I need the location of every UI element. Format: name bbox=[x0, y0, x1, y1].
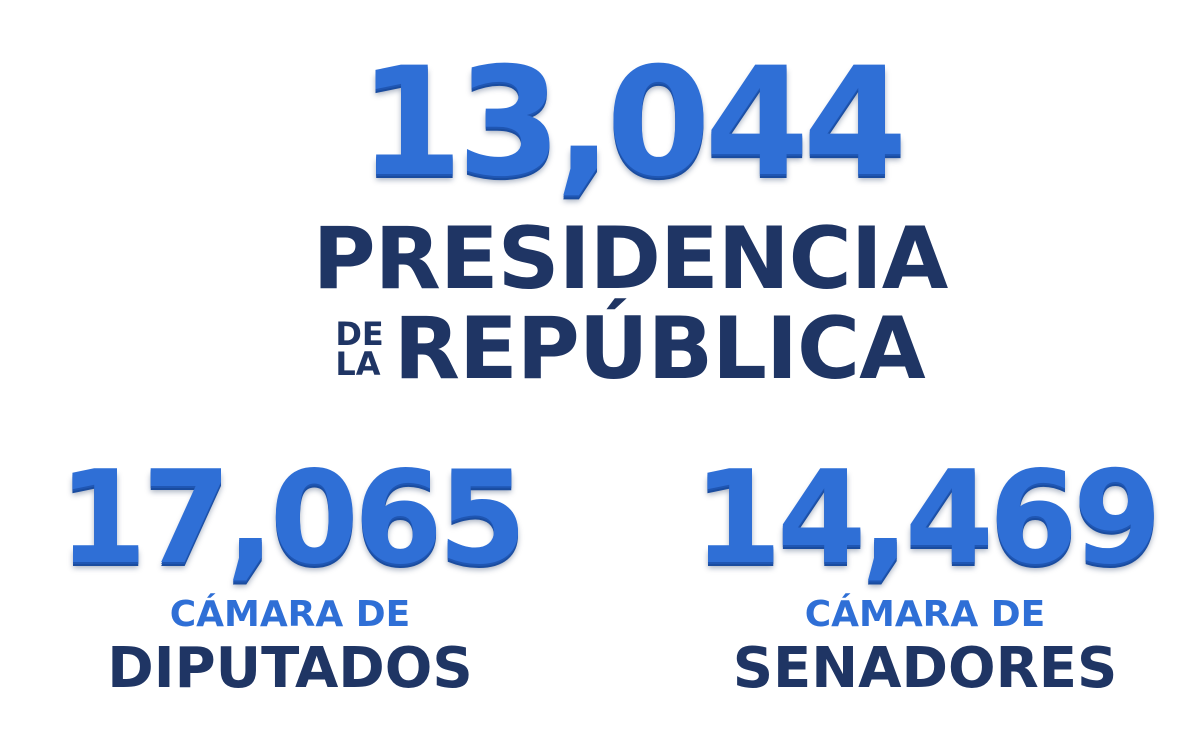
de-la-stack: DE LA bbox=[335, 314, 384, 383]
diputados-stat: 17,065 CÁMARA DE DIPUTADOS bbox=[30, 455, 550, 697]
de-la-republica-line: DE LA REPÚBLICA bbox=[300, 306, 960, 392]
republica-label: REPÚBLICA bbox=[393, 299, 926, 399]
senadores-number: 14,469 bbox=[693, 444, 1162, 593]
presidencia-label: PRESIDENCIA bbox=[312, 209, 949, 309]
presidencia-number: 13,044 bbox=[358, 36, 908, 210]
senadores-label: SENADORES bbox=[732, 636, 1118, 701]
diputados-camara-label: CÁMARA DE bbox=[169, 594, 411, 635]
la-label: LA bbox=[335, 345, 381, 383]
diputados-number: 17,065 bbox=[58, 444, 527, 593]
senadores-camara-label: CÁMARA DE bbox=[804, 594, 1046, 635]
senadores-stat: 14,469 CÁMARA DE SENADORES bbox=[665, 455, 1185, 697]
presidencia-stat: 13,044 PRESIDENCIA DE LA REPÚBLICA bbox=[300, 48, 960, 392]
diputados-label: DIPUTADOS bbox=[107, 636, 473, 701]
de-label: DE bbox=[335, 314, 384, 353]
